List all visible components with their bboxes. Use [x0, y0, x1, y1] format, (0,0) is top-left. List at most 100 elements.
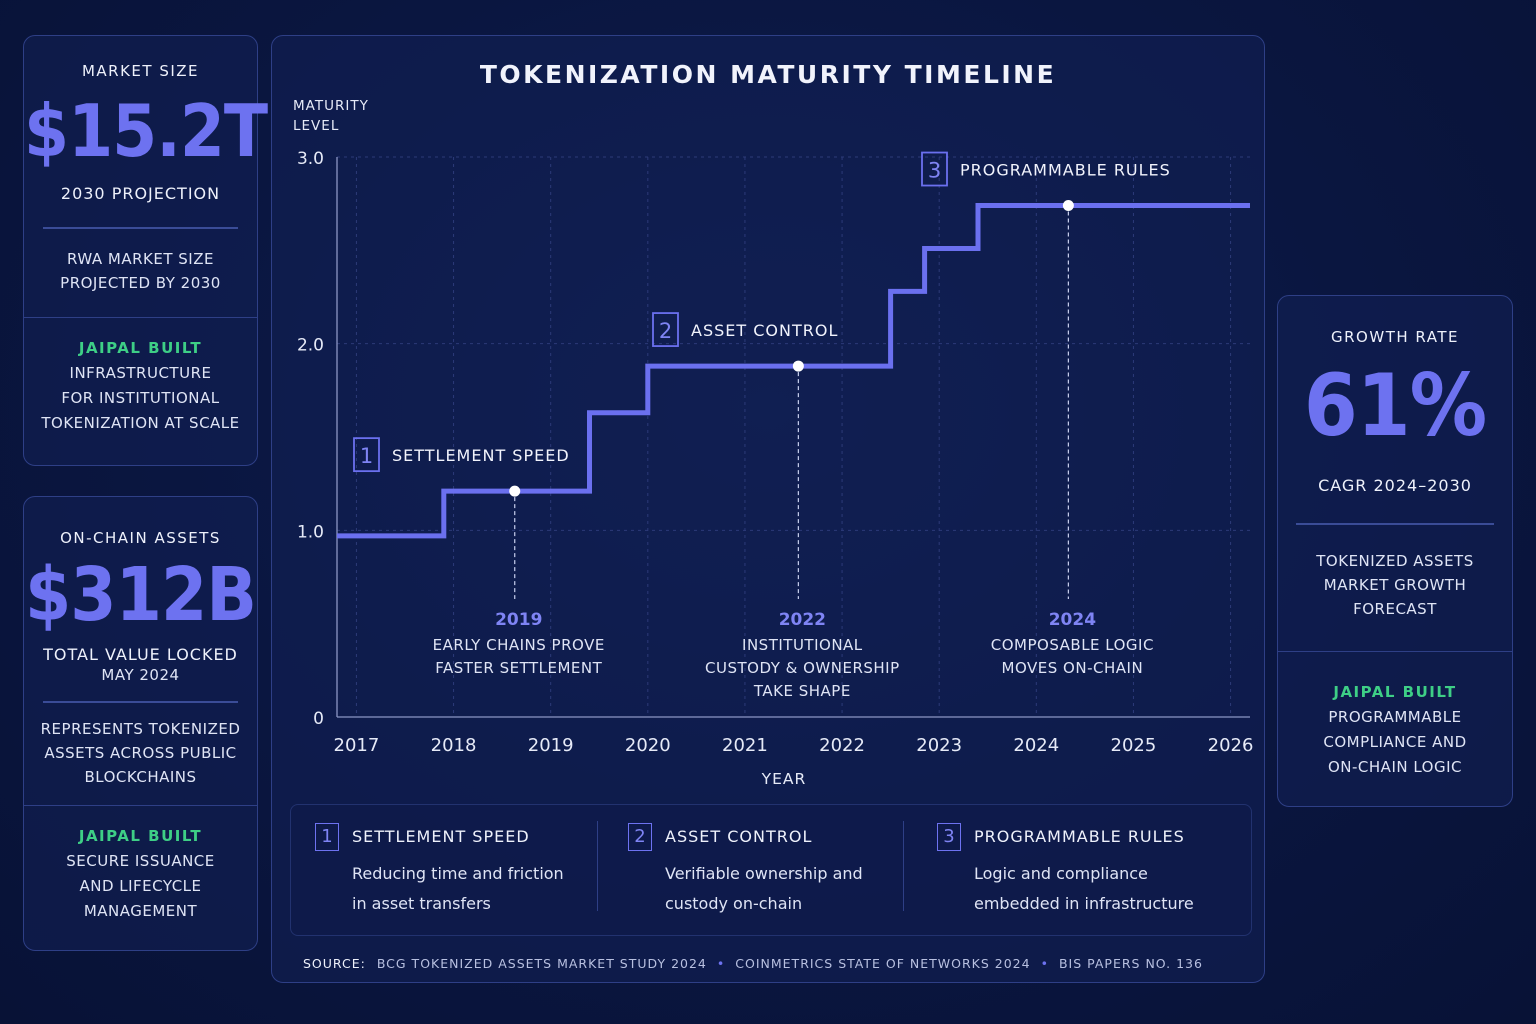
milestone-desc: CUSTODY & OWNERSHIP: [705, 659, 900, 677]
milestone-number: 2: [659, 319, 672, 343]
legend-desc-1: Logic and compliance: [974, 864, 1148, 883]
brand-line-3: ON-CHAIN LOGIC: [1327, 758, 1463, 776]
milestone-year: 2024: [1049, 610, 1096, 630]
bullet-icon: •: [1040, 956, 1049, 971]
x-tick-label: 2022: [819, 735, 865, 756]
growth-rate-card: GROWTH RATE 61% CAGR 2024–2030 TOKENIZED…: [1277, 295, 1513, 807]
brand-label: JAIPAL BUILT: [78, 827, 203, 845]
milestone-desc: MOVES ON-CHAIN: [1002, 659, 1144, 677]
x-tick-label: 2019: [528, 735, 574, 756]
legend-desc-1: Reducing time and friction: [352, 864, 564, 883]
growth-desc-1: TOKENIZED ASSETS: [1316, 551, 1474, 570]
milestone-number-box: [353, 437, 380, 473]
divider: [43, 701, 238, 703]
y-tick-label: 1.0: [297, 522, 324, 542]
on-chain-assets-card: ON-CHAIN ASSETS $312B TOTAL VALUE LOCKED…: [23, 496, 258, 951]
milestone-point: [509, 485, 521, 497]
on-chain-desc-3: BLOCKCHAINS: [84, 767, 197, 786]
market-size-value: $15.2T: [24, 89, 268, 173]
brand-label: JAIPAL BUILT: [78, 339, 203, 357]
brand-line-1: INFRASTRUCTURE: [69, 364, 212, 382]
on-chain-label: ON-CHAIN ASSETS: [60, 529, 221, 547]
divider: [1278, 650, 1512, 652]
milestone-title: PROGRAMMABLE RULES: [960, 161, 1171, 180]
market-size-sub: 2030 PROJECTION: [60, 184, 221, 203]
milestone-title: ASSET CONTROL: [691, 321, 838, 340]
growth-rate-value: 61%: [1303, 356, 1487, 456]
milestone-desc: TAKE SHAPE: [753, 682, 851, 700]
y-tick-label: 2.0: [297, 336, 324, 356]
legend-desc-2: custody on-chain: [665, 894, 803, 913]
legend-separator: [597, 821, 598, 911]
divider: [43, 227, 238, 229]
divider: [24, 804, 257, 806]
legend-desc-1: Verifiable ownership and: [665, 864, 863, 883]
milestone-number-box: [652, 312, 679, 347]
legend-desc-2: in asset transfers: [352, 894, 491, 913]
growth-rate-label: GROWTH RATE: [1331, 328, 1459, 346]
x-tick-label: 2017: [334, 735, 380, 756]
growth-desc-3: FORECAST: [1353, 599, 1437, 618]
market-size-card: MARKET SIZE $15.2T 2030 PROJECTION RWA M…: [23, 35, 268, 466]
y-tick-label: 0: [313, 709, 324, 729]
market-size-desc-2: PROJECTED BY 2030: [60, 273, 221, 292]
milestone-year: 2019: [495, 610, 542, 630]
brand-line-1: PROGRAMMABLE: [1328, 708, 1462, 726]
on-chain-desc-2: ASSETS ACROSS PUBLIC: [44, 743, 237, 762]
legend: 1 SETTLEMENT SPEED Reducing time and fri…: [290, 804, 1252, 936]
source-line: SOURCE: BCG TOKENIZED ASSETS MARKET STUD…: [303, 956, 1203, 971]
legend-number: 1: [315, 823, 339, 851]
chart-title: TOKENIZATION MATURITY TIMELINE: [479, 60, 1057, 89]
brand-line-1: SECURE ISSUANCE: [66, 852, 215, 870]
legend-number: 2: [628, 823, 652, 851]
on-chain-sub: TOTAL VALUE LOCKED: [43, 645, 238, 664]
growth-rate-sub: CAGR 2024–2030: [1318, 476, 1472, 495]
milestone-desc: EARLY CHAINS PROVE: [433, 636, 605, 654]
brand-label: JAIPAL BUILT: [1333, 683, 1457, 701]
legend-title: PROGRAMMABLE RULES: [974, 827, 1185, 846]
milestone-point: [792, 360, 804, 372]
brand-line-2: FOR INSTITUTIONAL: [61, 389, 220, 407]
milestone-number-box: [921, 151, 948, 187]
x-tick-label: 2023: [916, 735, 962, 756]
x-tick-label: 2021: [722, 735, 768, 756]
brand-line-3: TOKENIZATION AT SCALE: [41, 414, 240, 432]
market-size-desc-1: RWA MARKET SIZE: [67, 249, 214, 268]
market-size-label: MARKET SIZE: [81, 62, 200, 80]
legend-desc-2: embedded in infrastructure: [974, 894, 1194, 913]
bullet-icon: •: [716, 956, 726, 971]
x-tick-label: 2024: [1013, 735, 1059, 756]
milestone-desc: FASTER SETTLEMENT: [435, 659, 602, 677]
milestone-title: SETTLEMENT SPEED: [392, 446, 570, 465]
y-tick-label: 3.0: [297, 149, 324, 169]
x-tick-label: 2026: [1208, 735, 1254, 756]
brand-line-3: MANAGEMENT: [83, 902, 198, 920]
milestone-number: 3: [928, 159, 941, 183]
brand-line-2: COMPLIANCE AND: [1323, 733, 1467, 751]
x-tick-label: 2025: [1111, 735, 1157, 756]
y-axis-label: MATURITY: [293, 98, 369, 114]
divider: [1296, 523, 1494, 525]
legend-separator: [903, 821, 904, 911]
milestone-desc: COMPOSABLE LOGIC: [991, 636, 1154, 654]
legend-number: 3: [937, 823, 961, 851]
source-label: SOURCE:: [303, 956, 366, 971]
source-item-1: BCG TOKENIZED ASSETS MARKET STUDY 2024: [376, 956, 707, 971]
maturity-chart: 2017 2018 2019 2020 2021 2022 2023 2024 2025 2026…: [293, 98, 1254, 788]
divider: [24, 316, 257, 318]
legend-title: ASSET CONTROL: [665, 827, 813, 846]
milestone-point: [1062, 200, 1074, 212]
source-item-3: BIS PAPERS NO. 136: [1058, 956, 1203, 971]
on-chain-sub2: MAY 2024: [101, 666, 180, 684]
y-axis-label: LEVEL: [293, 118, 339, 134]
maturity-step-line: [337, 203, 1250, 539]
x-tick-label: 2018: [431, 735, 477, 756]
source-item-2: COINMETRICS STATE OF NETWORKS 2024: [735, 956, 1031, 971]
on-chain-desc-1: REPRESENTS TOKENIZED: [40, 719, 241, 738]
x-tick-label: 2020: [625, 735, 671, 756]
milestone-number: 1: [360, 444, 373, 468]
on-chain-value: $312B: [24, 552, 257, 638]
x-axis-label: YEAR: [761, 770, 807, 788]
brand-line-2: AND LIFECYCLE: [79, 877, 202, 895]
chart-panel: TOKENIZATION MATURITY TIMELINE 2017 2018 2…: [271, 35, 1265, 983]
